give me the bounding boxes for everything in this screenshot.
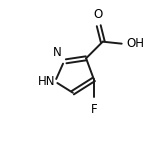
- Text: N: N: [53, 46, 62, 59]
- Text: F: F: [91, 103, 97, 116]
- Text: OH: OH: [126, 37, 144, 50]
- Text: HN: HN: [38, 75, 55, 88]
- Text: O: O: [94, 8, 103, 21]
